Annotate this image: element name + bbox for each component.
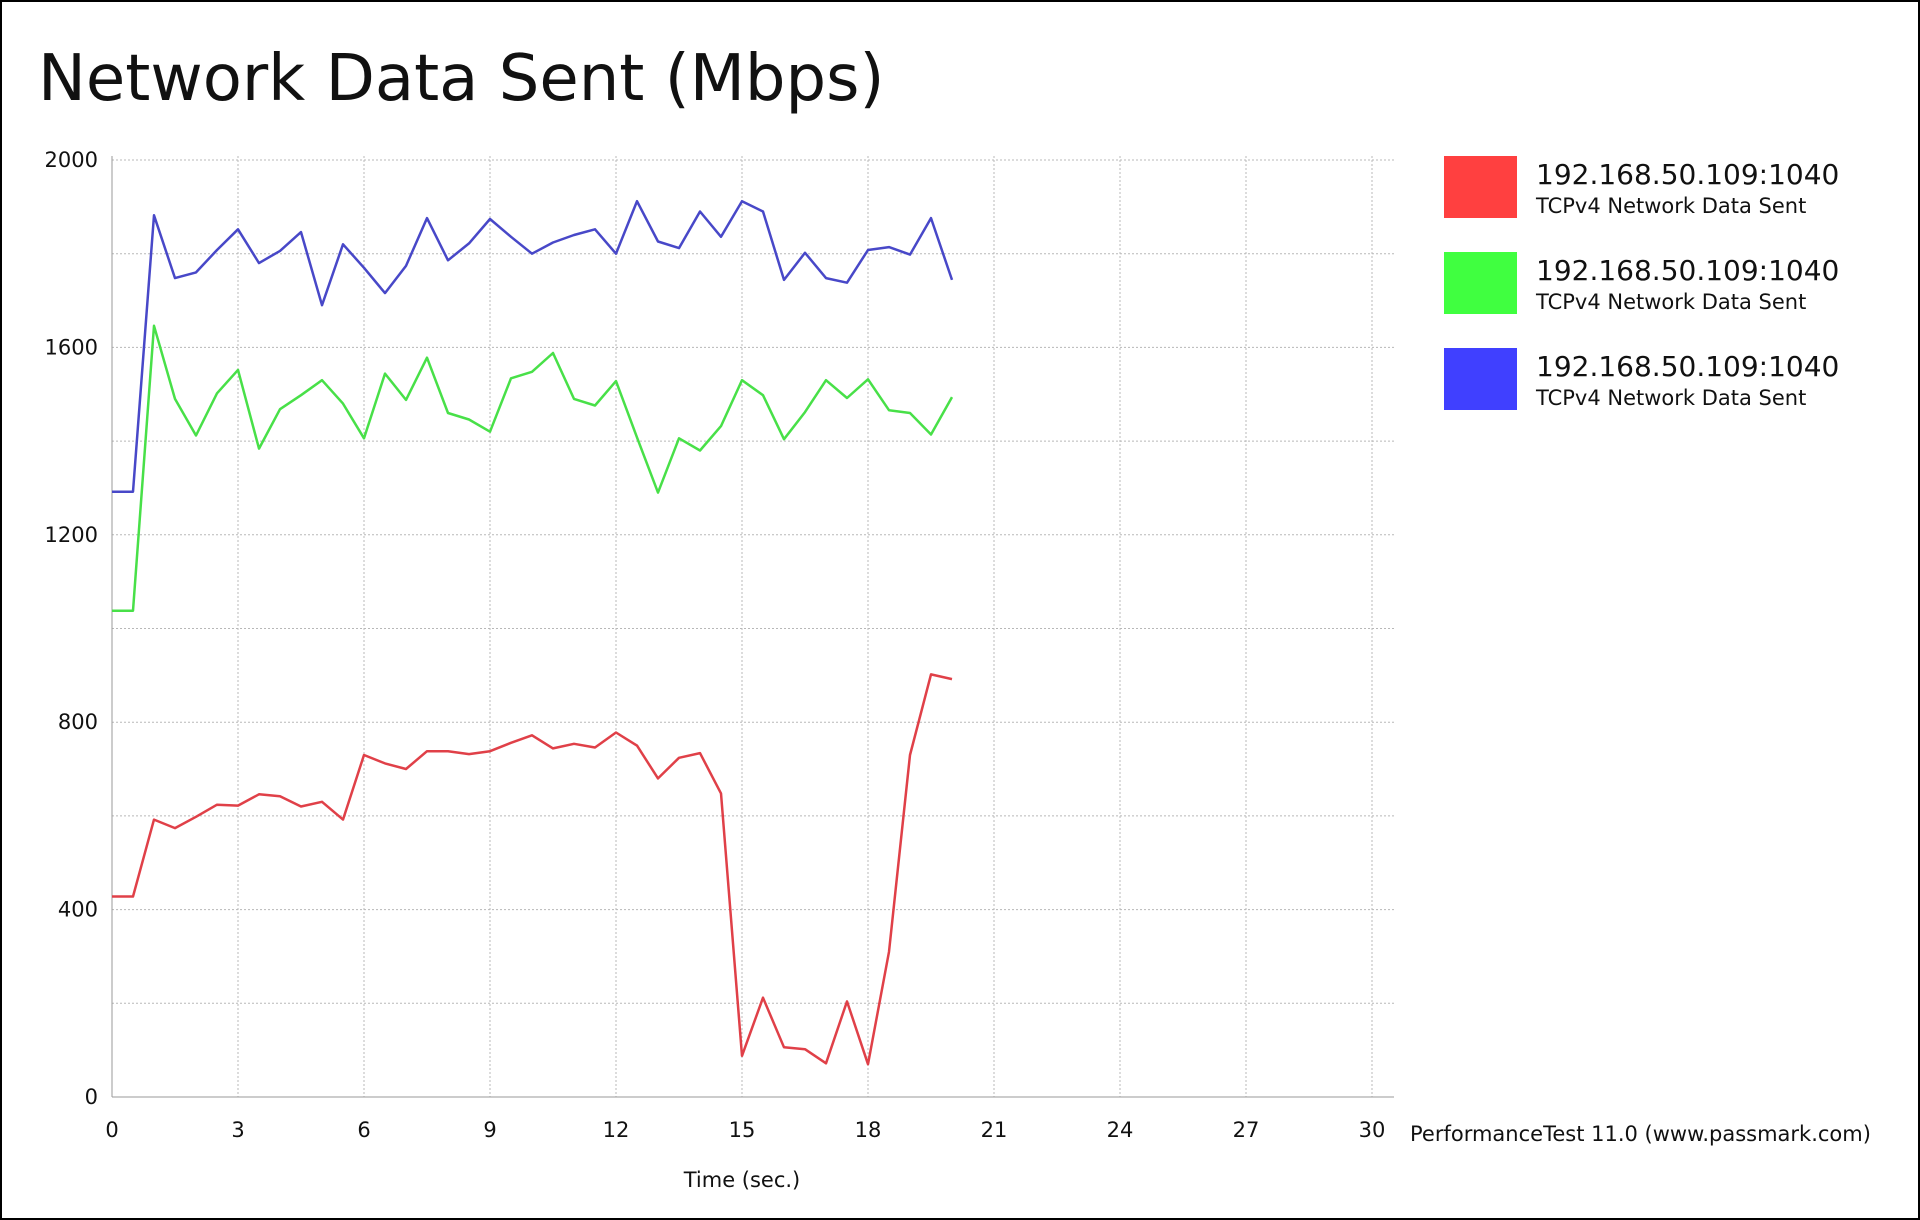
grid-lines: [112, 156, 1394, 1098]
chart-title: Network Data Sent (Mbps): [38, 42, 885, 116]
x-tick-label: 0: [105, 1118, 118, 1142]
legend-swatch: [1444, 156, 1517, 218]
y-tick-label: 0: [85, 1085, 98, 1109]
x-tick-label: 21: [981, 1118, 1008, 1142]
x-tick-label: 15: [729, 1118, 756, 1142]
legend-series-name: 192.168.50.109:1040: [1536, 254, 1840, 287]
series-line: [112, 324, 954, 612]
y-tick-label: 1600: [45, 335, 98, 359]
credit-text: PerformanceTest 11.0 (www.passmark.com): [1410, 1122, 1871, 1146]
x-tick-label: 30: [1359, 1118, 1386, 1142]
x-tick-label: 12: [603, 1118, 630, 1142]
y-tick-label: 2000: [45, 148, 98, 172]
legend-series-subtitle: TCPv4 Network Data Sent: [1536, 290, 1807, 314]
x-tick-label: 24: [1107, 1118, 1134, 1142]
axes: [111, 156, 1394, 1098]
x-tick-label: 27: [1233, 1118, 1260, 1142]
legend: 192.168.50.109:1040 TCPv4 Network Data S…: [1444, 156, 1884, 444]
legend-item: 192.168.50.109:1040 TCPv4 Network Data S…: [1444, 252, 1884, 314]
series-line: [112, 673, 953, 1066]
x-tick-label: 6: [357, 1118, 370, 1142]
legend-swatch: [1444, 252, 1517, 314]
y-tick-label: 1200: [45, 523, 98, 547]
x-tick-label: 9: [483, 1118, 496, 1142]
x-axis-label: Time (sec.): [683, 1168, 801, 1192]
tick-labels: 0 3 6 9 12 15 18 21 24 27 30 0 400 800 1200 1600 2000: [45, 148, 1386, 1142]
series-lines: [112, 199, 954, 1066]
legend-item: 192.168.50.109:1040 TCPv4 Network Data S…: [1444, 156, 1884, 218]
legend-series-subtitle: TCPv4 Network Data Sent: [1536, 194, 1807, 218]
x-tick-label: 18: [855, 1118, 882, 1142]
legend-swatch: [1444, 348, 1517, 410]
legend-series-subtitle: TCPv4 Network Data Sent: [1536, 386, 1807, 410]
y-tick-label: 400: [58, 898, 98, 922]
legend-series-name: 192.168.50.109:1040: [1536, 158, 1840, 191]
y-tick-label: 800: [58, 710, 98, 734]
x-tick-label: 3: [231, 1118, 244, 1142]
legend-item: 192.168.50.109:1040 TCPv4 Network Data S…: [1444, 348, 1884, 410]
legend-series-name: 192.168.50.109:1040: [1536, 350, 1840, 383]
series-line: [112, 199, 954, 493]
